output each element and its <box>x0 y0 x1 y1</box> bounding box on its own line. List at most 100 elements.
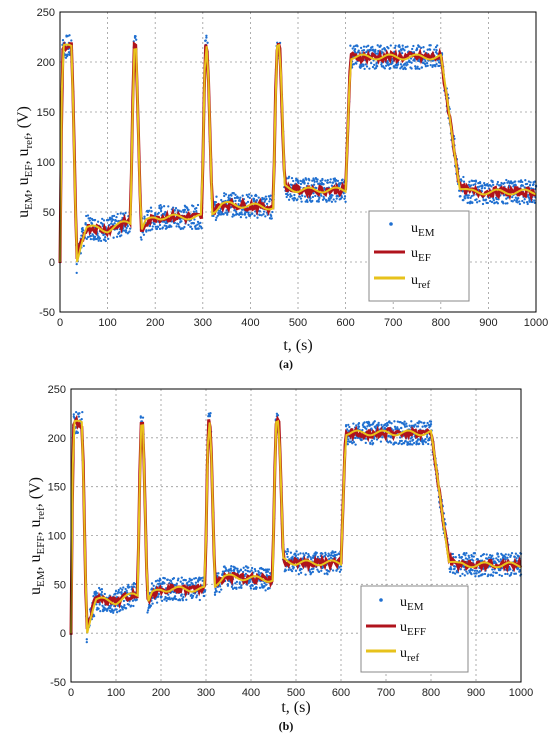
uem-point <box>244 572 248 576</box>
uem-point <box>233 586 236 589</box>
uem-point <box>104 239 107 243</box>
uem-point <box>206 41 209 44</box>
uem-point <box>197 227 200 230</box>
uem-point <box>229 567 232 570</box>
uem-point <box>168 596 171 599</box>
uem-point <box>394 44 397 47</box>
uem-point <box>266 570 270 573</box>
uem-point <box>241 570 245 574</box>
legend-box-b <box>360 585 469 673</box>
uem-point <box>190 578 194 581</box>
uem-point <box>256 216 259 219</box>
uem-point <box>190 593 193 596</box>
uem-point <box>464 197 467 200</box>
uem-point <box>490 185 493 188</box>
uem-point <box>243 212 247 215</box>
uem-point <box>492 557 495 560</box>
uem-point <box>231 587 235 590</box>
uem-point <box>135 38 138 41</box>
uem-point <box>84 222 87 225</box>
uem-point <box>297 553 300 556</box>
uem-point <box>334 550 337 554</box>
uem-point <box>127 583 130 587</box>
x-axis-label-a: t, (s) <box>283 337 312 354</box>
x-tick-label: 100 <box>107 687 125 699</box>
uem-point <box>404 67 407 71</box>
uem-point <box>177 223 180 226</box>
uem-point <box>329 178 332 181</box>
uem-point <box>125 589 128 592</box>
uem-point <box>85 638 88 641</box>
uem-point <box>366 425 369 428</box>
legend-label-uem-a: uEM <box>411 221 435 239</box>
x-tick-label: 900 <box>467 687 485 699</box>
legend-swatch-uem-a <box>389 222 393 226</box>
legend-swatch-uem-b <box>379 598 383 602</box>
uem-point <box>359 46 363 50</box>
uem-point <box>301 194 304 197</box>
uem-point <box>186 207 189 210</box>
uem-point <box>173 209 176 212</box>
uem-point <box>343 197 346 200</box>
uem-point <box>393 420 396 423</box>
uem-point <box>175 582 178 585</box>
uem-point <box>159 209 163 213</box>
uem-point <box>184 578 187 582</box>
uem-point <box>284 569 288 572</box>
uem-point <box>145 229 148 232</box>
y-tick-label: 150 <box>37 107 55 119</box>
uem-point <box>132 604 135 608</box>
uem-point <box>474 179 478 182</box>
uem-point <box>496 558 500 562</box>
y-tick-label: 250 <box>48 384 66 396</box>
y-tick-label: 100 <box>37 157 55 169</box>
uem-point <box>102 233 105 237</box>
uem-point <box>504 555 507 559</box>
uem-point <box>88 219 91 222</box>
uem-point <box>152 584 155 587</box>
legend-label-ueff-b: uEFF <box>400 620 426 638</box>
uem-point <box>348 425 351 429</box>
uem-point <box>286 193 290 197</box>
uem-point <box>487 573 490 576</box>
uem-point <box>265 583 268 586</box>
uem-point <box>365 427 368 431</box>
uem-point <box>77 415 81 418</box>
uem-point <box>335 197 338 200</box>
uem-point <box>218 585 222 588</box>
uem-point <box>248 196 251 200</box>
y-tick-label: 0 <box>60 628 66 640</box>
uem-point <box>263 585 266 588</box>
uem-point <box>406 63 409 66</box>
uem-point <box>332 198 335 201</box>
uem-point <box>312 192 315 195</box>
uem-point <box>422 50 426 53</box>
uem-point <box>387 47 390 50</box>
uem-point <box>324 551 327 555</box>
uem-point <box>68 34 71 37</box>
uem-point <box>329 556 333 559</box>
uem-point <box>167 205 170 208</box>
uem-point <box>284 550 288 553</box>
uem-point <box>233 196 237 200</box>
uem-point <box>234 199 237 203</box>
uem-point <box>328 181 332 184</box>
uem-point <box>230 194 233 197</box>
uem-point <box>80 234 83 237</box>
uem-point <box>303 182 306 185</box>
uem-point <box>82 229 85 232</box>
uem-point <box>464 554 467 557</box>
uem-point <box>304 573 307 576</box>
uem-point <box>242 566 245 569</box>
uem-point <box>355 424 358 427</box>
uem-point <box>363 67 366 71</box>
uem-point <box>474 182 477 186</box>
uem-point <box>507 553 510 556</box>
uem-point <box>121 588 124 591</box>
uem-point <box>465 570 468 573</box>
uem-point <box>500 574 504 578</box>
uem-point <box>412 425 416 428</box>
uem-point <box>457 553 461 557</box>
uem-point <box>384 64 388 67</box>
